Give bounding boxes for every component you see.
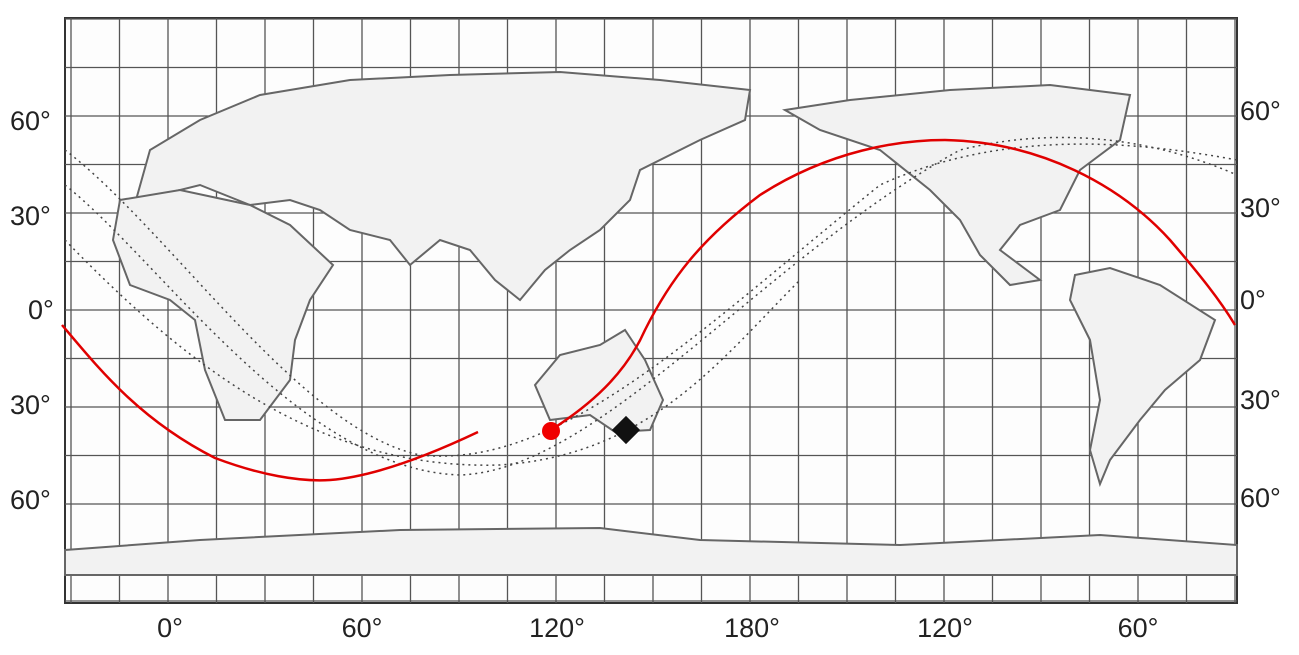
lon-label: 120°: [917, 613, 973, 643]
lat-label: 60°: [1240, 96, 1281, 126]
black-diamond: [611, 415, 641, 445]
lat-label: 30°: [10, 201, 51, 231]
lon-label: 60°: [1118, 613, 1159, 643]
red-point: [542, 422, 560, 440]
continents: [64, 70, 1238, 576]
dotted-track: [64, 143, 1238, 457]
lat-label: 30°: [10, 390, 51, 420]
lon-label: 180°: [724, 613, 780, 643]
lat-label: 60°: [10, 485, 51, 515]
south-america: [1068, 266, 1217, 487]
lon-label: 120°: [529, 613, 585, 643]
dotted-track: [64, 239, 801, 466]
eurasia: [134, 70, 752, 302]
north-america: [782, 83, 1132, 287]
lat-label: 0°: [1240, 285, 1266, 315]
red-track: [61, 324, 479, 482]
lat-label: 60°: [1240, 483, 1281, 513]
lat-label: 0°: [28, 295, 54, 325]
orbit-tracks: [64, 136, 1238, 476]
lon-label: 0°: [157, 613, 183, 643]
lat-label: 60°: [10, 106, 51, 136]
lat-label: 30°: [1240, 193, 1281, 223]
lon-label: 60°: [342, 613, 383, 643]
red-track: [550, 138, 1237, 432]
antarctica: [64, 526, 1238, 576]
dotted-track: [64, 136, 1238, 476]
africa: [111, 188, 335, 421]
lat-label: 30°: [1240, 385, 1281, 415]
